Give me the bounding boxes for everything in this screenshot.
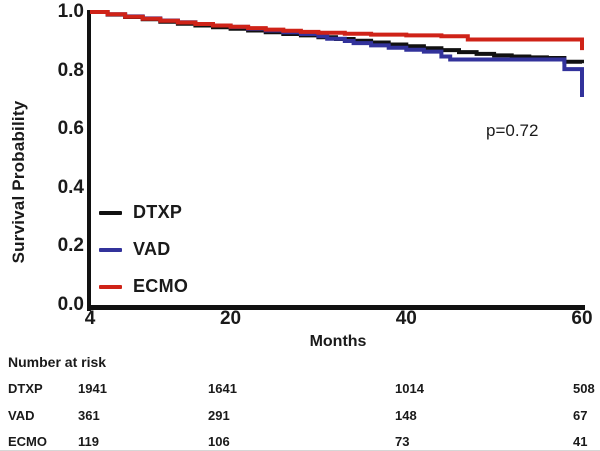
risk-table-row-ecmo: ECMO 119 106 73 41 [0,434,600,450]
risk-value: 67 [573,408,588,423]
dtxp-line-swatch [99,210,122,215]
risk-value: 1941 [78,381,107,396]
risk-value: 41 [573,434,588,449]
x-tick-label: 4 [84,308,96,329]
ecmo-line-swatch [99,284,122,289]
legend-item-vad: VAD [99,231,188,268]
risk-table-title: Number at risk [8,354,107,370]
y-tick-label: 0.4 [57,176,84,198]
risk-value: 119 [78,434,99,449]
y-axis-title: Survival Probability [9,100,28,264]
legend-label-ecmo: ECMO [133,276,189,296]
y-tick-label: 0.8 [57,59,84,81]
risk-value: 148 [395,408,417,423]
risk-value: 1014 [395,381,424,396]
x-tick-label: 20 [219,308,242,329]
y-axis-line [87,10,91,311]
vad-line-swatch [99,247,122,252]
legend-item-dtxp: DTXP [99,194,188,231]
x-axis-line [87,305,585,310]
x-axis-title: Months [309,333,367,350]
legend-item-ecmo: ECMO [99,268,188,305]
risk-table-row-dtxp: DTXP 1941 1641 1014 508 [0,381,600,399]
risk-value: 1641 [208,381,237,396]
y-tick-label: 0.2 [57,235,84,257]
x-tick-label: 60 [571,308,593,329]
risk-value: 291 [208,408,230,423]
risk-row-label: VAD [8,408,35,423]
risk-row-label: ECMO [8,434,47,449]
y-tick-label: 1.0 [57,1,84,22]
x-tick-label: 40 [395,308,417,329]
chart-legend: DTXP VAD ECMO [99,194,188,305]
risk-value: 508 [573,381,595,396]
legend-label-vad: VAD [133,239,171,259]
p-value-annotation: p=0.72 [486,121,539,140]
risk-row-label: DTXP [8,381,43,396]
risk-table-row-vad: VAD 361 291 148 67 [0,408,600,426]
kaplan-meier-chart [87,10,585,311]
y-tick-label: 0.0 [57,294,84,315]
risk-value: 106 [208,434,230,449]
y-tick-label: 0.6 [57,118,84,140]
series-ecmo [90,10,584,51]
legend-label-dtxp: DTXP [133,202,183,222]
risk-value: 361 [78,408,100,423]
risk-value: 73 [395,434,410,449]
